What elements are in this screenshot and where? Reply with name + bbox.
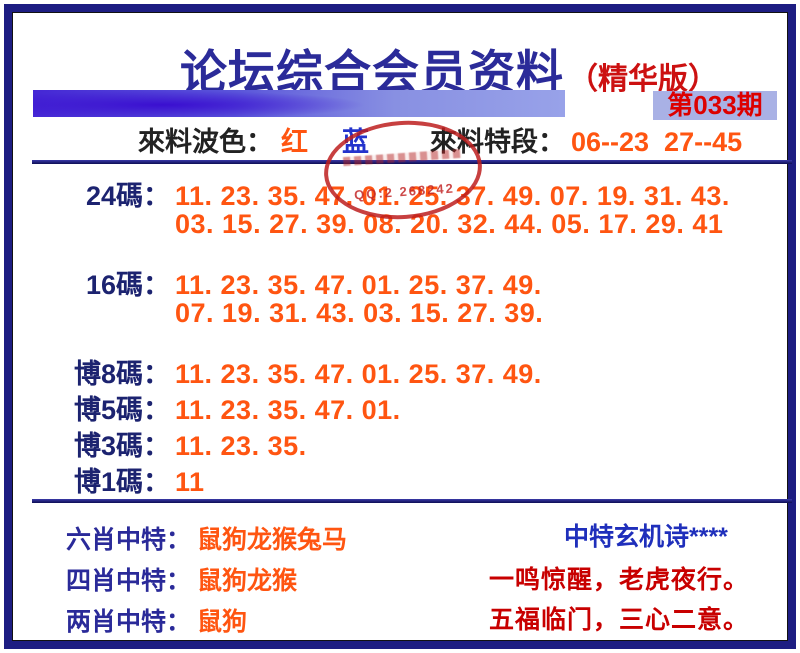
- stamp-qq-text: QQ:2 268242: [353, 180, 456, 203]
- code-row-numbers: 11. 23. 35. 47. 01. 25. 37. 49.: [175, 359, 542, 389]
- zodiac-value: 鼠狗: [197, 608, 248, 636]
- zodiac-value: 鼠狗龙猴兔马: [197, 526, 348, 554]
- wave-color-label: 來料波色：: [138, 127, 273, 157]
- wave-blue-value: 蓝: [342, 127, 369, 157]
- code-row-numbers: 11. 23. 35. 47. 01. 25. 37. 49. 07. 19. …: [175, 181, 730, 211]
- code-row-label: 博3碼：: [73, 431, 170, 461]
- zodiac-value: 鼠狗龙猴: [197, 567, 298, 595]
- special-segment-row: 來料特段： 06--23 27--45: [430, 120, 742, 159]
- zodiac-label: 六肖中特：: [66, 526, 192, 554]
- special-segment-value: 06--23 27--45: [571, 127, 743, 157]
- code-row-numbers: 03. 15. 27. 39. 08. 20. 32. 44. 05. 17. …: [175, 209, 724, 239]
- zodiac-row-2: 两肖中特： 鼠狗: [66, 602, 247, 638]
- code-row-16-wrap: 07. 19. 31. 43. 03. 15. 27. 39.: [50, 298, 543, 329]
- page-frame: 论坛综合会员资料 （精华版） 第033期 來料波色：红蓝 來料特段： 06--23 …: [4, 4, 796, 649]
- code-row-numbers: 11. 23. 35. 47. 01. 25. 37. 49.: [175, 270, 542, 300]
- code-row-label: 博5碼：: [73, 395, 170, 425]
- code-row-label: 16碼：: [85, 270, 170, 300]
- code-row-24-wrap: 03. 15. 27. 39. 08. 20. 32. 44. 05. 17. …: [50, 209, 723, 240]
- code-row-bo3: 博3碼： 11. 23. 35.: [50, 424, 307, 463]
- zodiac-row-4: 四肖中特： 鼠狗龙猴: [66, 561, 297, 597]
- code-row-numbers: 11: [175, 467, 205, 497]
- zodiac-label: 四肖中特：: [66, 567, 192, 595]
- code-row-numbers: 07. 19. 31. 43. 03. 15. 27. 39.: [175, 298, 544, 328]
- code-row-bo8: 博8碼： 11. 23. 35. 47. 01. 25. 37. 49.: [50, 352, 542, 391]
- code-row-label: 博8碼：: [73, 359, 170, 389]
- code-row-16: 16碼： 11. 23. 35. 47. 01. 25. 37. 49.: [50, 263, 542, 302]
- stamp-scribble: [342, 148, 462, 167]
- code-row-bo5: 博5碼： 11. 23. 35. 47. 01.: [50, 388, 401, 427]
- divider-top: [32, 160, 792, 164]
- poem-line: 五福临门，三心二意。: [489, 606, 750, 634]
- code-row-numbers: 11. 23. 35.: [175, 431, 307, 461]
- gradient-banner: [33, 90, 565, 117]
- code-row-bo1: 博1碼： 11: [50, 460, 205, 499]
- poem-title: 中特玄机诗****: [564, 523, 728, 551]
- page-title-edition: （精华版）: [568, 63, 718, 96]
- code-row-24: 24碼： 11. 23. 35. 47. 01. 25. 37. 49. 07. …: [50, 174, 730, 213]
- code-row-numbers: 11. 23. 35. 47. 01.: [175, 395, 401, 425]
- wave-red-value: 红: [281, 127, 308, 157]
- code-row-label: 博1碼：: [73, 467, 170, 497]
- poem-line: 一鸣惊醒，老虎夜行。: [489, 566, 750, 594]
- issue-badge: 第033期: [653, 91, 777, 120]
- wave-color-row: 來料波色： 红 蓝: [138, 120, 369, 159]
- divider-bottom: [32, 499, 792, 503]
- zodiac-row-6: 六肖中特： 鼠狗龙猴兔马: [66, 520, 347, 556]
- zodiac-label: 两肖中特：: [66, 608, 192, 636]
- code-row-label: 24碼：: [85, 181, 170, 211]
